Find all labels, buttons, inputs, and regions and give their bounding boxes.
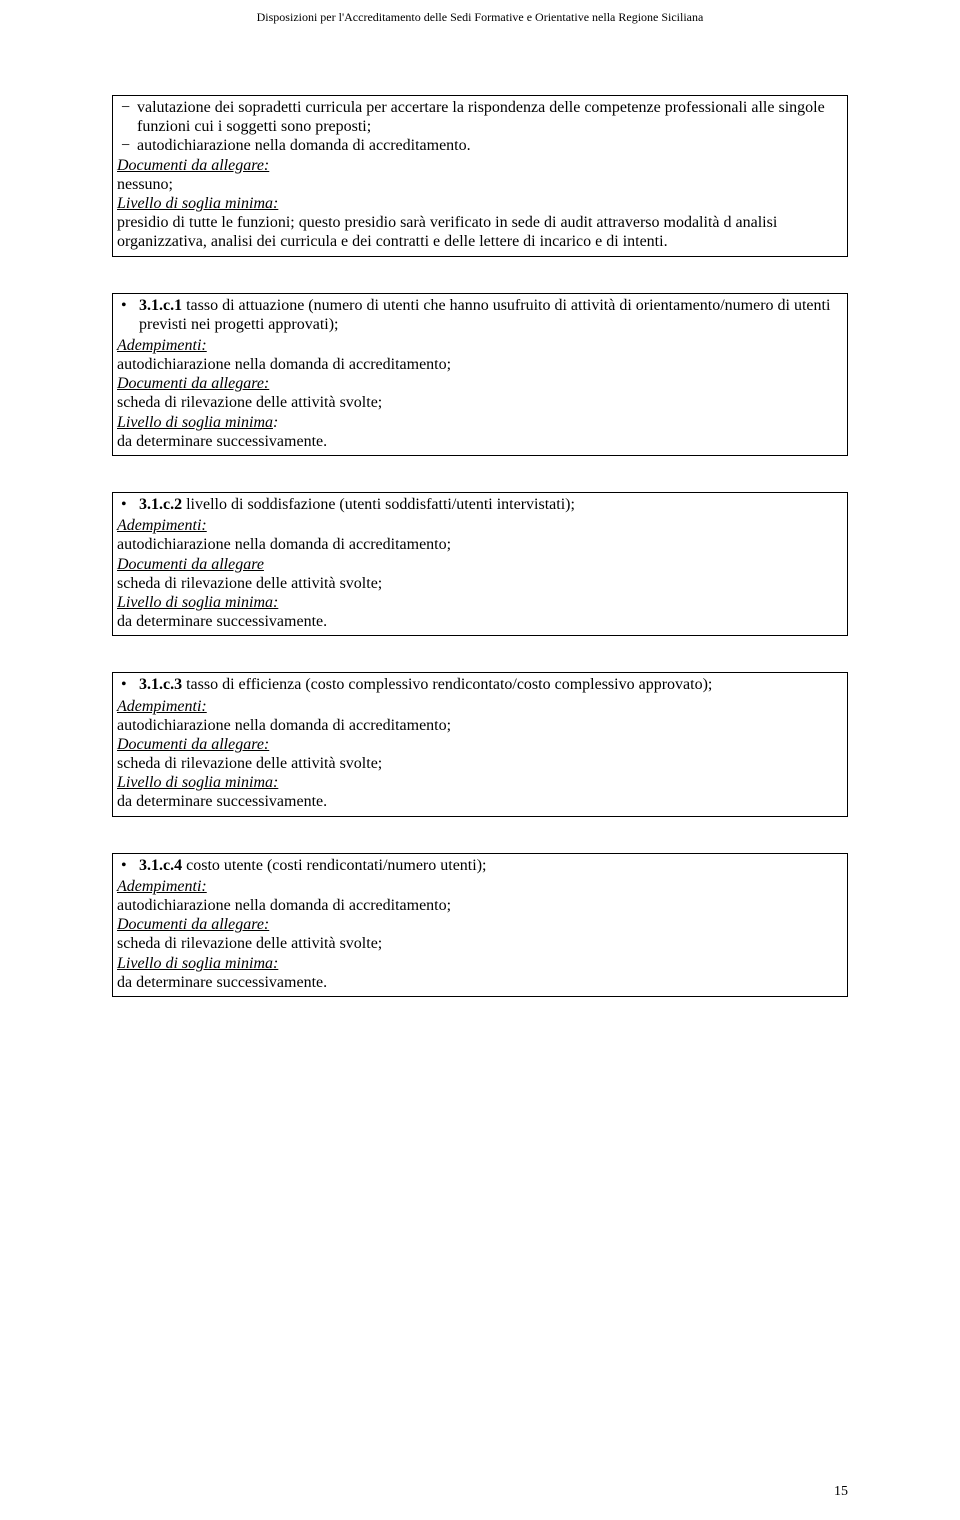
level-text: da determinare successivamente. bbox=[117, 612, 843, 631]
bullet-item: 3.1.c.2 livello di soddisfazione (utenti… bbox=[139, 495, 843, 514]
level-label: Livello di soglia minima bbox=[117, 414, 273, 431]
documents-label: Documenti da allegare bbox=[117, 555, 843, 574]
adempimenti-label: Adempimenti: bbox=[117, 697, 843, 716]
dash-item-2: autodichiarazione nella domanda di accre… bbox=[125, 136, 843, 155]
adempimenti-text: autodichiarazione nella domanda di accre… bbox=[117, 716, 843, 735]
level-text: da determinare successivamente. bbox=[117, 792, 843, 811]
adempimenti-label: Adempimenti: bbox=[117, 516, 843, 535]
level-text: da determinare successivamente. bbox=[117, 973, 843, 992]
level-colon: : bbox=[273, 414, 278, 431]
page-header: Disposizioni per l'Accreditamento delle … bbox=[112, 10, 848, 25]
adempimenti-text: autodichiarazione nella domanda di accre… bbox=[117, 896, 843, 915]
bullet-number: 3.1.c.3 bbox=[139, 676, 182, 693]
documents-label: Documenti da allegare: bbox=[117, 735, 843, 754]
level-text: presidio di tutte le funzioni; questo pr… bbox=[117, 213, 843, 251]
documents-text: nessuno; bbox=[117, 175, 843, 194]
bullet-text: tasso di attuazione (numero di utenti ch… bbox=[139, 297, 830, 333]
documents-text: scheda di rilevazione delle attività svo… bbox=[117, 754, 843, 773]
dash-list: valutazione dei sopradetti curricula per… bbox=[117, 98, 843, 156]
bullet-number: 3.1.c.1 bbox=[139, 297, 182, 314]
documents-label: Documenti da allegare: bbox=[117, 374, 843, 393]
bullet-text: livello di soddisfazione (utenti soddisf… bbox=[182, 496, 575, 513]
section-box-5: 3.1.c.4 costo utente (costi rendicontati… bbox=[112, 853, 848, 997]
adempimenti-label: Adempimenti: bbox=[117, 877, 843, 896]
bullet-text: tasso di efficienza (costo complessivo r… bbox=[182, 676, 712, 693]
adempimenti-text: autodichiarazione nella domanda di accre… bbox=[117, 535, 843, 554]
bullet-text: costo utente (costi rendicontati/numero … bbox=[182, 857, 486, 874]
documents-label: Documenti da allegare: bbox=[117, 156, 843, 175]
documents-text: scheda di rilevazione delle attività svo… bbox=[117, 934, 843, 953]
level-label: Livello di soglia minima: bbox=[117, 954, 843, 973]
bullet-item: 3.1.c.1 tasso di attuazione (numero di u… bbox=[139, 296, 843, 334]
level-text: da determinare successivamente. bbox=[117, 432, 843, 451]
bullet-list: 3.1.c.2 livello di soddisfazione (utenti… bbox=[117, 495, 843, 514]
documents-label: Documenti da allegare: bbox=[117, 915, 843, 934]
bullet-number: 3.1.c.2 bbox=[139, 496, 182, 513]
level-label: Livello di soglia minima: bbox=[117, 194, 843, 213]
documents-text: scheda di rilevazione delle attività svo… bbox=[117, 574, 843, 593]
section-box-1: valutazione dei sopradetti curricula per… bbox=[112, 95, 848, 257]
bullet-list: 3.1.c.1 tasso di attuazione (numero di u… bbox=[117, 296, 843, 334]
level-label: Livello di soglia minima: bbox=[117, 593, 843, 612]
page-number: 15 bbox=[834, 1484, 848, 1500]
dash-item-1: valutazione dei sopradetti curricula per… bbox=[125, 98, 843, 136]
bullet-list: 3.1.c.3 tasso di efficienza (costo compl… bbox=[117, 675, 843, 694]
documents-text: scheda di rilevazione delle attività svo… bbox=[117, 393, 843, 412]
bullet-number: 3.1.c.4 bbox=[139, 857, 182, 874]
section-box-3: 3.1.c.2 livello di soddisfazione (utenti… bbox=[112, 492, 848, 636]
section-box-2: 3.1.c.1 tasso di attuazione (numero di u… bbox=[112, 293, 848, 457]
level-label: Livello di soglia minima: bbox=[117, 773, 843, 792]
section-box-4: 3.1.c.3 tasso di efficienza (costo compl… bbox=[112, 672, 848, 816]
bullet-list: 3.1.c.4 costo utente (costi rendicontati… bbox=[117, 856, 843, 875]
bullet-item: 3.1.c.4 costo utente (costi rendicontati… bbox=[139, 856, 843, 875]
bullet-item: 3.1.c.3 tasso di efficienza (costo compl… bbox=[139, 675, 843, 694]
adempimenti-text: autodichiarazione nella domanda di accre… bbox=[117, 355, 843, 374]
level-label-line: Livello di soglia minima: bbox=[117, 413, 843, 432]
adempimenti-label: Adempimenti: bbox=[117, 336, 843, 355]
